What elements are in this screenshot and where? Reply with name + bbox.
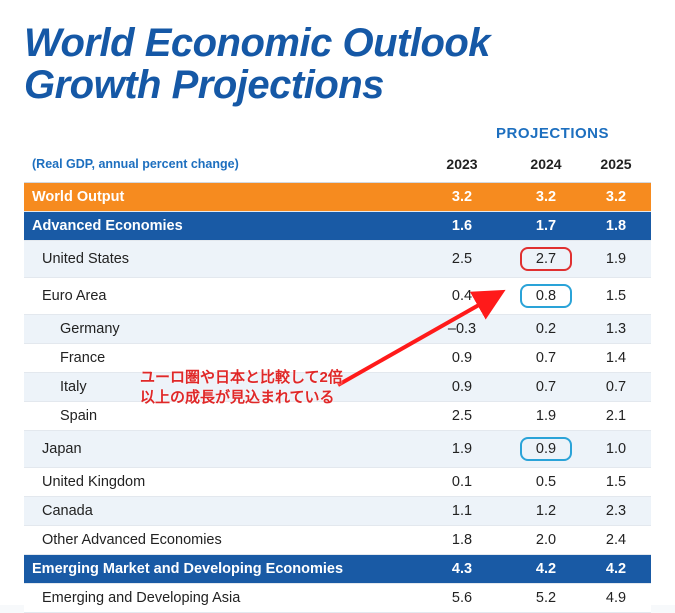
cell-2023: 0.9 bbox=[427, 372, 497, 401]
table-row: World Output3.23.23.2 bbox=[24, 182, 651, 211]
table-row: Emerging and Developing Asia5.6 5.24.9 bbox=[24, 583, 651, 612]
cell-2023: 0.4 bbox=[427, 277, 497, 314]
table-row: Advanced Economies1.6 1.71.8 bbox=[24, 211, 651, 240]
cell-2023: 1.9 bbox=[427, 430, 497, 467]
cell-2024: 5.2 bbox=[511, 583, 581, 612]
highlight-red-box: 2.7 bbox=[520, 247, 572, 271]
row-label: Emerging Market and Developing Economies bbox=[24, 554, 427, 583]
cell-2023: 4.3 bbox=[427, 554, 497, 583]
cell-2023: 3.2 bbox=[427, 182, 497, 211]
cell-spacer bbox=[497, 496, 511, 525]
row-label: Germany bbox=[24, 314, 427, 343]
highlight-blue-box: 0.9 bbox=[520, 437, 572, 461]
cell-spacer bbox=[497, 583, 511, 612]
cell-2024: 0.2 bbox=[511, 314, 581, 343]
row-label: United Kingdom bbox=[24, 467, 427, 496]
cell-2025: 1.8 bbox=[581, 211, 651, 240]
row-label: United States bbox=[24, 240, 427, 277]
cell-2025: 1.5 bbox=[581, 277, 651, 314]
table-row: Euro Area0.4 0.8 1.5 bbox=[24, 277, 651, 314]
highlight-blue-box: 0.8 bbox=[520, 284, 572, 308]
cell-2025: 2.3 bbox=[581, 496, 651, 525]
col-2024: 2024 bbox=[511, 146, 581, 183]
cell-2024: 0.7 bbox=[511, 372, 581, 401]
cell-spacer bbox=[497, 430, 511, 467]
cell-spacer bbox=[497, 467, 511, 496]
cell-2025: 2.1 bbox=[581, 401, 651, 430]
cell-2025: 3.2 bbox=[581, 182, 651, 211]
row-label: Japan bbox=[24, 430, 427, 467]
col-spacer bbox=[497, 146, 511, 183]
cell-2025: 1.9 bbox=[581, 240, 651, 277]
cell-2023: 1.6 bbox=[427, 211, 497, 240]
cell-spacer bbox=[497, 314, 511, 343]
cell-2025: 1.3 bbox=[581, 314, 651, 343]
cell-spacer bbox=[497, 372, 511, 401]
cell-spacer bbox=[497, 525, 511, 554]
report-content: World Economic Outlook Growth Projection… bbox=[0, 0, 675, 613]
cell-2023: 1.8 bbox=[427, 525, 497, 554]
title-line-1: World Economic Outlook bbox=[24, 21, 490, 65]
cell-2024: 1.9 bbox=[511, 401, 581, 430]
cell-spacer bbox=[497, 554, 511, 583]
table-row: Emerging Market and Developing Economies… bbox=[24, 554, 651, 583]
table-row: Canada1.1 1.22.3 bbox=[24, 496, 651, 525]
cell-2024: 2.0 bbox=[511, 525, 581, 554]
table-row: Other Advanced Economies1.8 2.02.4 bbox=[24, 525, 651, 554]
cell-spacer bbox=[497, 343, 511, 372]
cell-2024: 0.5 bbox=[511, 467, 581, 496]
cell-2025: 1.4 bbox=[581, 343, 651, 372]
cell-spacer bbox=[497, 401, 511, 430]
cell-spacer bbox=[497, 240, 511, 277]
cell-spacer bbox=[497, 277, 511, 314]
table-row: United Kingdom0.1 0.51.5 bbox=[24, 467, 651, 496]
cell-2024: 4.2 bbox=[511, 554, 581, 583]
cell-2025: 4.9 bbox=[581, 583, 651, 612]
table-row: United States2.5 2.7 1.9 bbox=[24, 240, 651, 277]
annotation-line-1: ユーロ圏や日本と比較して2倍 bbox=[140, 369, 343, 386]
col-2023: 2023 bbox=[427, 146, 497, 183]
page-title: World Economic Outlook Growth Projection… bbox=[24, 22, 584, 107]
cell-2025: 1.0 bbox=[581, 430, 651, 467]
cell-2023: 1.1 bbox=[427, 496, 497, 525]
annotation-line-2: 以上の成長が見込まれている bbox=[140, 389, 335, 406]
cell-2024: 1.2 bbox=[511, 496, 581, 525]
row-label: Euro Area bbox=[24, 277, 427, 314]
cell-2023: 2.5 bbox=[427, 401, 497, 430]
cell-2024: 3.2 bbox=[511, 182, 581, 211]
cell-2023: –0.3 bbox=[427, 314, 497, 343]
cell-spacer bbox=[497, 211, 511, 240]
row-label: Emerging and Developing Asia bbox=[24, 583, 427, 612]
cell-2023: 0.1 bbox=[427, 467, 497, 496]
cell-2024: 0.7 bbox=[511, 343, 581, 372]
cell-2024: 1.7 bbox=[511, 211, 581, 240]
projections-heading: PROJECTIONS bbox=[24, 125, 651, 142]
row-label: Canada bbox=[24, 496, 427, 525]
row-label: Other Advanced Economies bbox=[24, 525, 427, 554]
cell-2023: 2.5 bbox=[427, 240, 497, 277]
cell-2023: 5.6 bbox=[427, 583, 497, 612]
cell-2025: 2.4 bbox=[581, 525, 651, 554]
table-header-row: (Real GDP, annual percent change) 2023 2… bbox=[24, 146, 651, 183]
cell-2024: 0.9 bbox=[511, 430, 581, 467]
cell-spacer bbox=[497, 182, 511, 211]
row-label: World Output bbox=[24, 182, 427, 211]
cell-2023: 0.9 bbox=[427, 343, 497, 372]
cell-2025: 0.7 bbox=[581, 372, 651, 401]
table-row: Japan1.9 0.9 1.0 bbox=[24, 430, 651, 467]
cell-2025: 1.5 bbox=[581, 467, 651, 496]
cell-2024: 0.8 bbox=[511, 277, 581, 314]
table-row: Germany–0.3 0.21.3 bbox=[24, 314, 651, 343]
table-subtitle: (Real GDP, annual percent change) bbox=[24, 146, 427, 183]
annotation-callout: ユーロ圏や日本と比較して2倍 以上の成長が見込まれている bbox=[140, 368, 343, 409]
cell-2024: 2.7 bbox=[511, 240, 581, 277]
cell-2025: 4.2 bbox=[581, 554, 651, 583]
row-label: Advanced Economies bbox=[24, 211, 427, 240]
col-2025: 2025 bbox=[581, 146, 651, 183]
title-line-2: Growth Projections bbox=[24, 63, 384, 107]
